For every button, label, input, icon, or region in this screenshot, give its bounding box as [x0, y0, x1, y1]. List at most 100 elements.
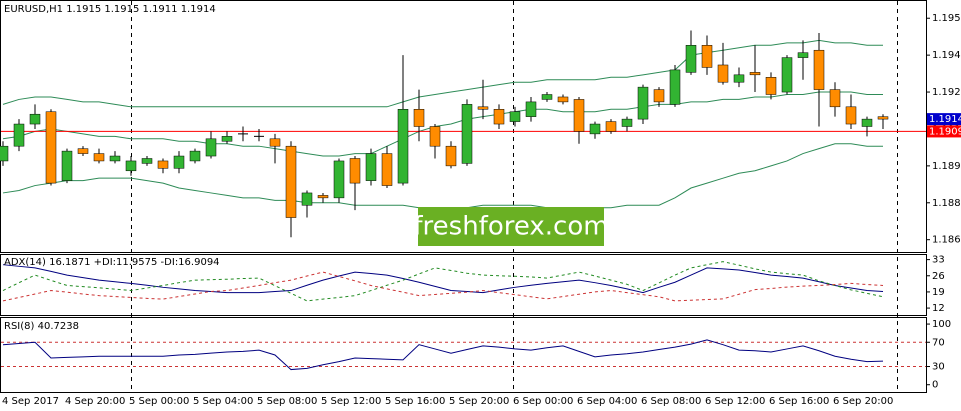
candle-body [541, 94, 553, 100]
candle-body [413, 109, 425, 127]
candle-body [477, 106, 489, 110]
candle-body [621, 118, 633, 127]
candle-body [301, 192, 313, 206]
candle-body [493, 109, 505, 125]
y-tick-label: 100 [932, 319, 951, 330]
y-tick-label: 1.1955 [932, 13, 961, 24]
candle-body [45, 111, 57, 184]
y-tick-label: 1.1940 [932, 50, 961, 61]
candle-body [509, 111, 521, 122]
candle-body [0, 145, 9, 162]
candle-body [205, 138, 217, 157]
band-line [2, 91, 883, 157]
watermark-text: freshforex.com [413, 212, 608, 242]
candle-body [749, 72, 761, 76]
indicator-line [2, 271, 884, 302]
y-tick-label: 1.1925 [932, 87, 961, 98]
candle-body [557, 96, 569, 103]
x-tick-label: 6 Sep 08:00 [641, 396, 701, 407]
candle-body [861, 118, 873, 127]
candle-body [733, 74, 745, 83]
adx-title: ADX(14) 16.1871 +DI:11.9575 -DI:16.9094 [4, 257, 220, 268]
candle-body [381, 153, 393, 186]
y-tick-label: 33 [932, 255, 945, 266]
candle-body [877, 116, 889, 120]
band-line [2, 39, 883, 108]
y-tick-label: 70 [932, 337, 945, 348]
candle-body [61, 150, 73, 181]
candle-body [685, 45, 697, 73]
candle-body [365, 153, 377, 181]
candle-body [189, 150, 201, 162]
candle-body [221, 136, 233, 142]
price-label: 1.1914 [929, 114, 961, 125]
candle-body [701, 45, 713, 68]
candle-body [109, 155, 121, 162]
candle-body [605, 121, 617, 132]
candle-body [141, 158, 153, 164]
panel-frames [0, 0, 927, 393]
candle-body [349, 158, 361, 184]
candle-body [717, 64, 729, 83]
candle-body [637, 86, 649, 120]
separators [131, 1, 898, 392]
x-tick-label: 5 Sep 08:00 [257, 396, 317, 407]
x-tick-label: 6 Sep 20:00 [833, 396, 893, 407]
main-panel [0, 0, 927, 253]
candle-body [29, 113, 41, 125]
candle-body [669, 69, 681, 105]
y-tick-label: 30 [932, 362, 945, 373]
candle-body [829, 89, 841, 108]
candle-body [573, 99, 585, 132]
x-tick-label: 6 Sep 04:00 [577, 396, 637, 407]
chart-title: EURUSD,H1 1.1915 1.1915 1.1911 1.1914 [4, 4, 216, 15]
x-tick-label: 5 Sep 16:00 [385, 396, 445, 407]
candle-body [269, 138, 281, 147]
y-tick-label: 1.1895 [932, 161, 961, 172]
price-label-box [927, 125, 961, 138]
price-label-box [927, 113, 961, 126]
candle-body [13, 123, 25, 147]
y-tick-label: 12 [932, 303, 945, 314]
candle-body [333, 160, 345, 199]
x-tick-label: 4 Sep 2017 [2, 396, 59, 407]
watermark-box [418, 207, 604, 246]
candle-body [461, 104, 473, 164]
candle-body [845, 106, 857, 125]
x-tick-label: 5 Sep 20:00 [449, 396, 509, 407]
x-tick-label: 4 Sep 20:00 [65, 396, 125, 407]
candle-body [445, 145, 457, 167]
candle-body [93, 153, 105, 162]
x-tick-label: 5 Sep 00:00 [129, 396, 189, 407]
price-label: 1.1909 [929, 126, 961, 137]
candle-body [285, 145, 297, 218]
x-tick-label: 5 Sep 04:00 [193, 396, 253, 407]
y-tick-label: 19 [932, 287, 945, 298]
x-tick-label: 6 Sep 12:00 [705, 396, 765, 407]
adx-panel [0, 254, 927, 316]
x-tick-label: 6 Sep 00:00 [513, 396, 573, 407]
candle-body [653, 89, 665, 103]
candle-body [125, 160, 137, 172]
candle-body [397, 109, 409, 184]
y-tick-label: 0 [932, 380, 938, 391]
candle-body [77, 148, 89, 154]
candle-body [765, 77, 777, 95]
candle-body [429, 126, 441, 147]
indicator-line [2, 261, 884, 302]
candle-body [781, 57, 793, 93]
watermark: freshforex.com [413, 207, 609, 246]
candle-body [173, 155, 185, 169]
indicator-line [2, 339, 884, 371]
y-tick-label: 1.1880 [932, 198, 961, 209]
x-tick-label: 5 Sep 12:00 [321, 396, 381, 407]
candle-body [589, 123, 601, 135]
rsi-panel [0, 317, 927, 393]
rsi-title: RSI(8) 40.7238 [4, 321, 79, 332]
indicator-line [2, 264, 884, 294]
x-tick-label: 6 Sep 16:00 [769, 396, 829, 407]
candle-body [797, 52, 809, 58]
y-tick-label: 1.1865 [932, 235, 961, 246]
candle-body [317, 195, 329, 199]
